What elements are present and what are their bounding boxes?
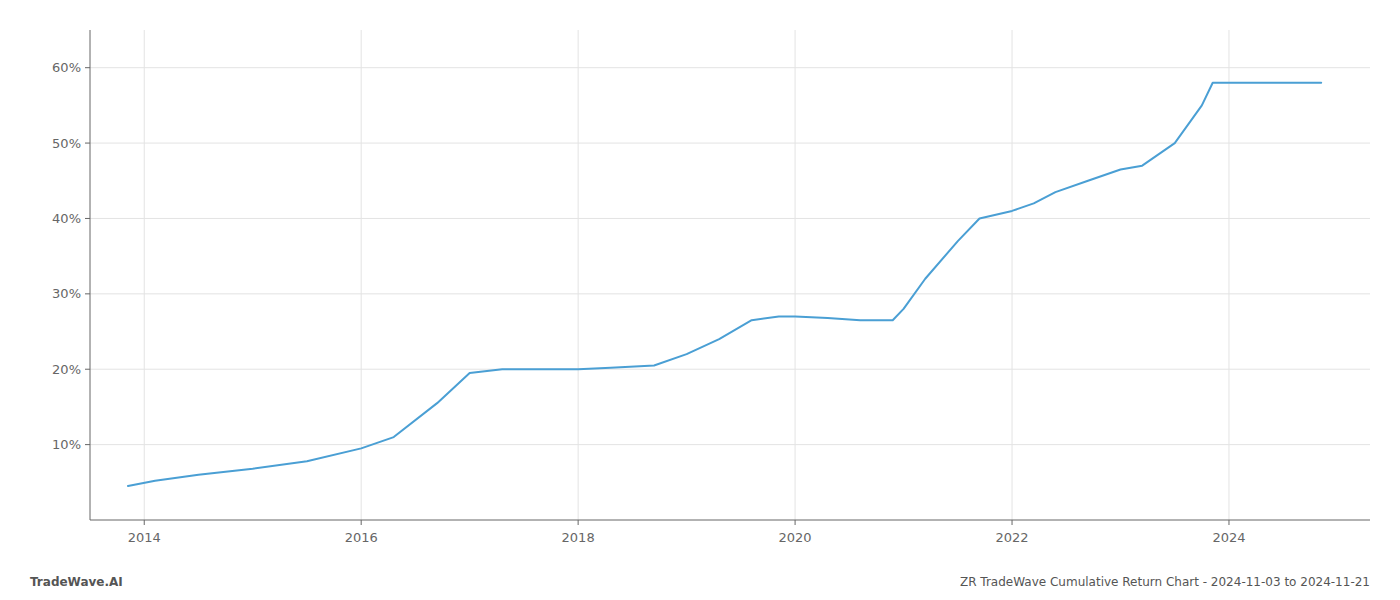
tick-y (85, 218, 90, 219)
grid-line-x (1012, 30, 1013, 520)
chart: 2014 2016 2018 2020 2022 2024 10% 20% 30% 40% 50% 6… (0, 0, 1400, 600)
plot-area (128, 83, 1321, 486)
tick-label-x: 2024 (1212, 530, 1245, 545)
grid-line-y (90, 143, 1370, 144)
tick-label-x: 2016 (345, 530, 378, 545)
grid-line-y (90, 444, 1370, 445)
grid (90, 30, 1370, 520)
grid-line-y (90, 293, 1370, 294)
grid-line-y (90, 369, 1370, 370)
tick-y (85, 293, 90, 294)
tick-y (85, 143, 90, 144)
grid-line-x (361, 30, 362, 520)
grid-line-x (795, 30, 796, 520)
tick-label-x: 2014 (128, 530, 161, 545)
tick-label-y: 60% (52, 60, 81, 75)
tick-x (144, 520, 145, 525)
tick-label-x: 2018 (562, 530, 595, 545)
axis-y (90, 30, 91, 520)
tick-label-x: 2020 (779, 530, 812, 545)
footer-right: ZR TradeWave Cumulative Return Chart - 2… (960, 575, 1370, 589)
tick-x (1012, 520, 1013, 525)
axes: 2014 2016 2018 2020 2022 2024 10% 20% 30% 40% 50% 6… (52, 30, 1370, 545)
grid-line-x (1228, 30, 1229, 520)
tick-label-y: 40% (52, 211, 81, 226)
tick-label-x: 2022 (995, 530, 1028, 545)
tick-y (85, 444, 90, 445)
grid-line-x (578, 30, 579, 520)
grid-line-y (90, 67, 1370, 68)
tick-label-y: 10% (52, 437, 81, 452)
tick-label-y: 30% (52, 286, 81, 301)
tick-x (361, 520, 362, 525)
tick-x (1228, 520, 1229, 525)
footer-left: TradeWave.AI (30, 575, 123, 589)
tick-y (85, 67, 90, 68)
grid-line-x (144, 30, 145, 520)
tick-y (85, 369, 90, 370)
line (128, 83, 1321, 486)
tick-x (795, 520, 796, 525)
tick-label-y: 50% (52, 136, 81, 151)
axis-x (90, 520, 1370, 521)
grid-line-y (90, 218, 1370, 219)
tick-label-y: 20% (52, 362, 81, 377)
tick-x (578, 520, 579, 525)
